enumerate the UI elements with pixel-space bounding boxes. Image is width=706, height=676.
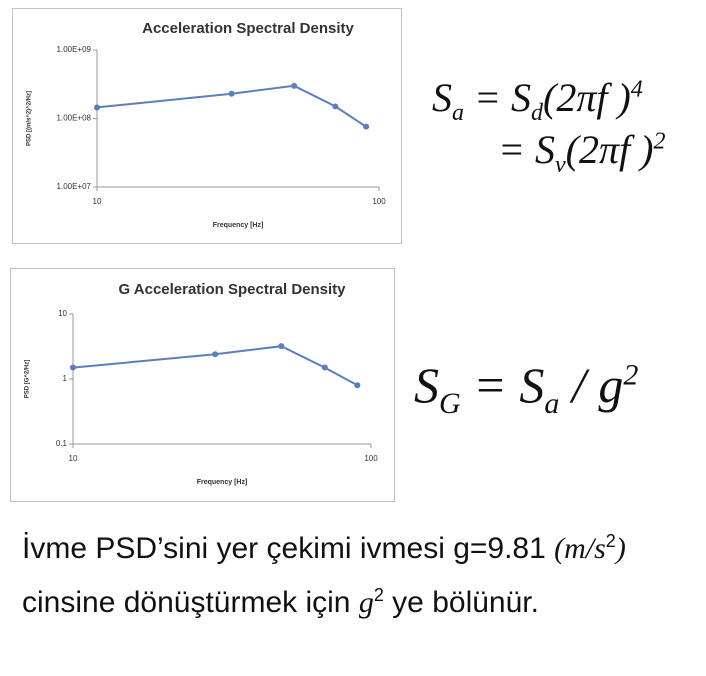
- text-run: ): [615, 532, 626, 565]
- subscript: v: [555, 152, 566, 178]
- y-tick-label: 0.1: [56, 439, 68, 448]
- chart-panel: G Acceleration Spectral Density 0.1 1 10 10 1…: [10, 268, 395, 502]
- superscript: 2: [605, 531, 616, 551]
- text-run: g: [358, 586, 374, 619]
- equation: = Sv(2πf )2: [498, 126, 665, 179]
- chart: G Acceleration Spectral Density 0.1 1 10 10 1…: [25, 281, 379, 486]
- text-run: (2πf ): [565, 127, 654, 172]
- y-tick-label: 1: [63, 374, 68, 383]
- text-run: = S: [464, 75, 531, 120]
- chart-title: Acceleration Spectral Density: [142, 20, 354, 37]
- text-run: S: [414, 357, 439, 413]
- equation: Sa = Sd(2πf )4: [432, 74, 643, 127]
- x-axis-title: Frequency [Hz]: [197, 479, 248, 486]
- subscript: a: [452, 100, 464, 126]
- point: [278, 343, 285, 350]
- y-tick-label: 1.00E+08: [57, 114, 92, 123]
- point: [212, 351, 219, 358]
- y-tick-label: 10: [58, 309, 67, 318]
- text-run: (2πf ): [543, 75, 631, 120]
- text-run: / g: [559, 357, 624, 413]
- superscript: 2: [623, 358, 639, 392]
- paragraph: İvme PSD’sini yer çekimi ivmesi g=9.81 (…: [22, 518, 702, 626]
- superscript: 2: [653, 128, 666, 155]
- x-tick-label: 10: [69, 454, 78, 463]
- y-axis-title: PSD [G^2/Hz]: [25, 360, 31, 399]
- point: [70, 364, 76, 371]
- point: [354, 382, 361, 389]
- chart-title: G Acceleration Spectral Density: [118, 281, 346, 298]
- point: [332, 103, 339, 110]
- text-run: cinsine dönüştürmek için: [22, 586, 359, 619]
- text-run: (m/s: [554, 532, 606, 565]
- y-tick-label: 1.00E+09: [57, 45, 92, 54]
- point: [363, 123, 370, 130]
- subscript: a: [544, 387, 560, 420]
- superscript: 2: [373, 585, 384, 605]
- subscript: G: [439, 387, 461, 420]
- text-run: = S: [460, 357, 545, 413]
- point: [94, 104, 100, 111]
- y-tick-label: 1.00E+07: [57, 182, 92, 191]
- x-tick-label: 100: [372, 197, 386, 206]
- x-tick-label: 100: [364, 454, 378, 463]
- point: [291, 82, 298, 89]
- point: [321, 364, 328, 371]
- x-tick-label: 10: [93, 197, 102, 206]
- subscript: d: [531, 100, 543, 126]
- chart: Acceleration Spectral Density 1.00E+07 1.0…: [27, 20, 387, 229]
- y-axis-title: PSD [(m/s^2)^2/Hz]: [27, 91, 33, 146]
- x-axis-title: Frequency [Hz]: [213, 222, 264, 229]
- text-run: İvme PSD’sini yer çekimi ivmesi g=9.81: [22, 532, 555, 565]
- point: [228, 90, 235, 97]
- text-run: S: [432, 75, 452, 120]
- superscript: 4: [630, 76, 643, 103]
- chart-panel: Acceleration Spectral Density 1.00E+07 1.0…: [12, 8, 402, 244]
- text-run: ye bölünür.: [383, 586, 539, 619]
- text-run: = S: [498, 127, 555, 172]
- equation: SG = Sa / g2: [414, 356, 638, 421]
